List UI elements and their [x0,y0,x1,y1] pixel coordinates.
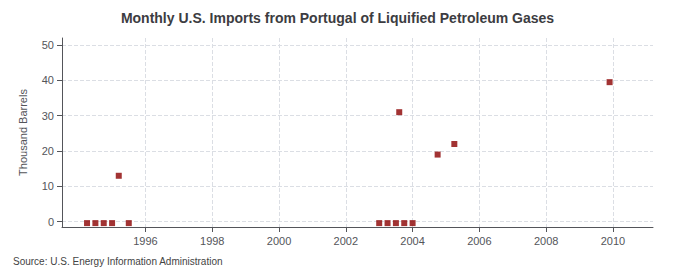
svg-text:2010: 2010 [601,235,625,247]
svg-text:Source: U.S. Energy Informatio: Source: U.S. Energy Information Administ… [13,256,223,267]
svg-text:2006: 2006 [467,235,491,247]
svg-text:1996: 1996 [133,235,157,247]
svg-text:2000: 2000 [267,235,291,247]
svg-text:2002: 2002 [334,235,358,247]
svg-text:10: 10 [42,180,54,192]
svg-text:0: 0 [48,216,54,228]
svg-text:Thousand Barrels: Thousand Barrels [17,89,29,176]
svg-text:Monthly U.S. Imports from Port: Monthly U.S. Imports from Portugal of Li… [121,10,554,26]
svg-text:30: 30 [42,110,54,122]
svg-text:2008: 2008 [534,235,558,247]
svg-text:50: 50 [42,39,54,51]
svg-text:40: 40 [42,74,54,86]
svg-text:1998: 1998 [200,235,224,247]
svg-text:20: 20 [42,145,54,157]
svg-text:2004: 2004 [400,235,424,247]
